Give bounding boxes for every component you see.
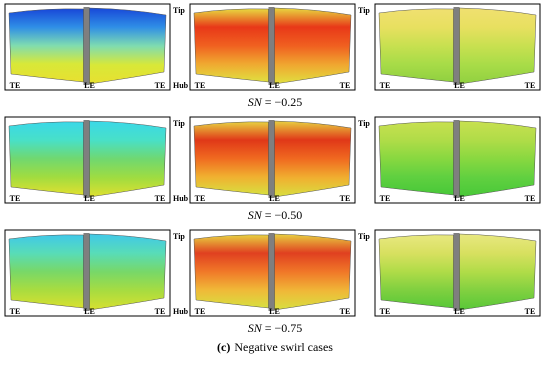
hub-label: Hub [173, 307, 189, 316]
blade-left [8, 8, 84, 83]
edge-label: LE [454, 307, 465, 316]
tip-label: Tip [358, 119, 370, 128]
edge-label: LE [454, 81, 465, 90]
caption-symbol: SN [248, 208, 263, 222]
edge-label: TE [525, 81, 536, 90]
leading-edge [453, 233, 460, 311]
blade-left [378, 234, 454, 309]
edge-label: TE [10, 194, 21, 203]
blade-right [274, 7, 352, 85]
hub-label: Hub [173, 81, 189, 90]
edge-label: LE [84, 81, 95, 90]
leading-edge [268, 120, 275, 198]
edge-label: TE [155, 307, 166, 316]
edge-label: LE [269, 81, 280, 90]
edge-label: LE [269, 307, 280, 316]
leading-edge [268, 233, 275, 311]
blade-right [89, 120, 167, 198]
blade-right [459, 7, 537, 85]
caption-symbol: SN [248, 321, 263, 335]
blade-right [274, 233, 352, 311]
edge-label: TE [195, 194, 206, 203]
blade-right [459, 120, 537, 198]
blade-left [193, 234, 269, 309]
caption-value: = −0.50 [265, 208, 303, 222]
blade-left [193, 8, 269, 83]
blade-right [89, 233, 167, 311]
tip-label: Tip [358, 232, 370, 241]
row-caption: SN = −0.75 [248, 321, 303, 335]
caption-value: = −0.25 [265, 95, 303, 109]
tip-label: Tip [358, 6, 370, 15]
edge-label: LE [454, 194, 465, 203]
edge-label: TE [10, 307, 21, 316]
edge-label: TE [340, 81, 351, 90]
leading-edge [83, 7, 90, 85]
figure-caption: (c) Negative swirl cases [217, 340, 333, 354]
edge-label: TE [195, 81, 206, 90]
edge-label: LE [84, 194, 95, 203]
edge-label: TE [195, 307, 206, 316]
blade-left [378, 8, 454, 83]
caption-value: = −0.75 [265, 321, 303, 335]
hub-label: Hub [173, 194, 189, 203]
blade-right [89, 7, 167, 85]
edge-label: TE [380, 307, 391, 316]
edge-label: TE [525, 307, 536, 316]
edge-label: TE [10, 81, 21, 90]
leading-edge [268, 7, 275, 85]
caption-label: (c) [217, 340, 230, 354]
tip-label: Tip [173, 6, 185, 15]
blade-left [378, 121, 454, 196]
leading-edge [83, 120, 90, 198]
row-caption: SN = −0.25 [248, 95, 303, 109]
blade-left [8, 121, 84, 196]
blade-left [8, 234, 84, 309]
leading-edge [453, 120, 460, 198]
edge-label: LE [84, 307, 95, 316]
blade-right [459, 233, 537, 311]
edge-label: TE [380, 81, 391, 90]
leading-edge [83, 233, 90, 311]
edge-label: TE [340, 194, 351, 203]
tip-label: Tip [173, 232, 185, 241]
edge-label: TE [525, 194, 536, 203]
edge-label: LE [269, 194, 280, 203]
blade-right [274, 120, 352, 198]
row-caption: SN = −0.50 [248, 208, 303, 222]
tip-label: Tip [173, 119, 185, 128]
blade-left [193, 121, 269, 196]
caption-symbol: SN [248, 95, 263, 109]
leading-edge [453, 7, 460, 85]
edge-label: TE [340, 307, 351, 316]
caption-text: Negative swirl cases [234, 340, 333, 354]
edge-label: TE [155, 194, 166, 203]
edge-label: TE [380, 194, 391, 203]
edge-label: TE [155, 81, 166, 90]
